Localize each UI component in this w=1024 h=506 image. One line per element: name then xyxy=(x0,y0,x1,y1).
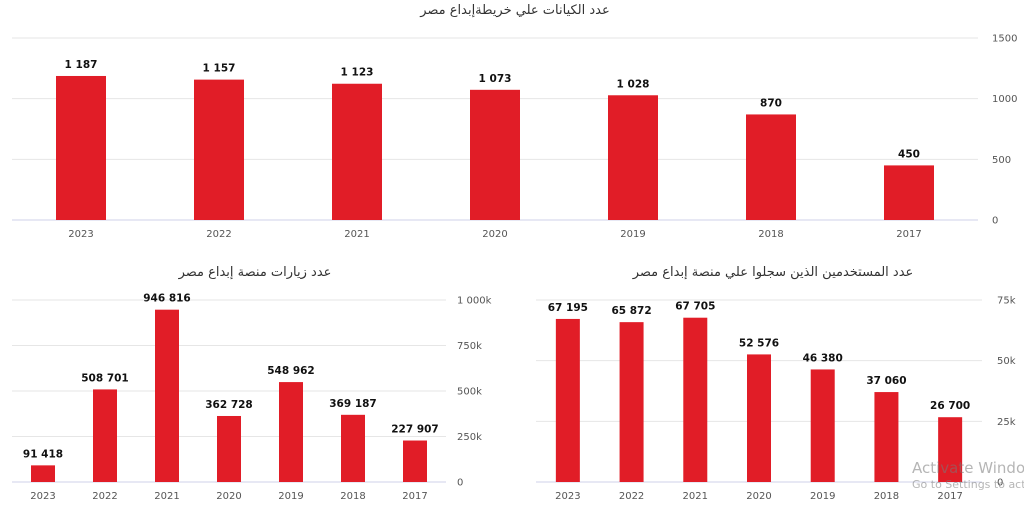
x-tick-label: 2018 xyxy=(874,491,899,502)
bar[interactable] xyxy=(194,79,244,220)
data-label: 1 073 xyxy=(479,73,512,85)
y-tick-label: 1500 xyxy=(992,34,1017,45)
x-tick-label: 2021 xyxy=(683,491,708,502)
y-tick-label: 0 xyxy=(997,478,1003,489)
bar[interactable] xyxy=(31,465,55,482)
data-label: 26 700 xyxy=(930,400,970,412)
data-label: 369 187 xyxy=(329,398,377,410)
x-tick-label: 2023 xyxy=(555,491,580,502)
x-tick-label: 2023 xyxy=(30,491,55,502)
data-label: 65 872 xyxy=(611,305,651,317)
x-tick-label: 2022 xyxy=(619,491,644,502)
chart-title: عدد الكيانات علي خريطةإبداع مصر xyxy=(419,3,610,18)
bar[interactable] xyxy=(938,417,963,482)
x-tick-label: 2018 xyxy=(340,491,365,502)
data-label: 1 157 xyxy=(203,63,236,75)
x-tick-label: 2022 xyxy=(206,229,231,240)
bar[interactable] xyxy=(683,317,708,482)
bar[interactable] xyxy=(332,83,382,220)
data-label: 67 705 xyxy=(675,301,715,313)
y-tick-label: 25k xyxy=(997,417,1016,428)
x-tick-label: 2020 xyxy=(216,491,241,502)
watermark-title: Activate Windows xyxy=(912,459,1024,477)
bar[interactable] xyxy=(279,382,303,482)
bar[interactable] xyxy=(341,414,365,482)
data-label: 1 187 xyxy=(65,59,98,71)
y-tick-label: 0 xyxy=(457,478,463,489)
x-tick-label: 2020 xyxy=(482,229,507,240)
bar[interactable] xyxy=(93,389,117,482)
data-label: 227 907 xyxy=(391,424,439,436)
x-tick-label: 2019 xyxy=(278,491,303,502)
entities-map-chart: عدد الكيانات علي خريطةإبداع مصر 0 500 1000 1… xyxy=(12,3,1017,240)
bar[interactable] xyxy=(555,318,580,482)
x-tick-label: 2017 xyxy=(402,491,427,502)
y-tick-label: 50k xyxy=(997,356,1016,367)
bar[interactable] xyxy=(470,89,520,221)
data-label: 91 418 xyxy=(23,448,63,460)
bar[interactable] xyxy=(747,354,771,482)
x-tick-label: 2017 xyxy=(937,491,962,502)
chart-title: عدد المستخدمين الذين سجلوا علي منصة إبدا… xyxy=(632,265,914,280)
y-tick-label: 500 xyxy=(992,155,1011,166)
bar[interactable] xyxy=(810,369,835,482)
bar[interactable] xyxy=(884,165,934,220)
y-tick-label: 1 000k xyxy=(457,296,492,307)
data-label: 548 962 xyxy=(267,365,315,377)
data-label: 67 195 xyxy=(548,302,588,314)
x-tick-label: 2017 xyxy=(896,229,921,240)
y-tick-label: 1000 xyxy=(992,94,1017,105)
data-label: 946 816 xyxy=(143,293,191,305)
bar[interactable] xyxy=(56,75,106,221)
bar[interactable] xyxy=(619,322,644,482)
data-label: 870 xyxy=(760,97,782,109)
y-tick-label: 0 xyxy=(992,216,998,227)
data-label: 1 028 xyxy=(617,78,650,90)
y-tick-label: 75k xyxy=(997,296,1016,307)
platform-visits-chart: عدد زيارات منصة إبداع مصر 0 250k 500k 750k 1 … xyxy=(12,265,492,502)
y-tick-label: 250k xyxy=(457,432,482,443)
x-tick-label: 2019 xyxy=(620,229,645,240)
data-label: 450 xyxy=(898,148,920,160)
data-label: 1 123 xyxy=(341,67,374,79)
y-tick-label: 500k xyxy=(457,387,482,398)
bar[interactable] xyxy=(403,440,427,482)
data-label: 46 380 xyxy=(803,352,843,364)
bar[interactable] xyxy=(155,309,179,482)
bar[interactable] xyxy=(746,114,796,220)
data-label: 508 701 xyxy=(81,372,129,384)
x-tick-label: 2018 xyxy=(758,229,783,240)
x-tick-label: 2023 xyxy=(68,229,93,240)
chart-title: عدد زيارات منصة إبداع مصر xyxy=(178,265,332,280)
x-tick-label: 2021 xyxy=(154,491,179,502)
bar[interactable] xyxy=(608,95,658,220)
x-tick-label: 2022 xyxy=(92,491,117,502)
activate-windows-watermark: Activate Windows Go to Settings to activ… xyxy=(912,458,1024,492)
data-label: 362 728 xyxy=(205,399,253,411)
bar[interactable] xyxy=(874,392,899,482)
bar[interactable] xyxy=(217,415,241,482)
x-tick-label: 2021 xyxy=(344,229,369,240)
data-label: 52 576 xyxy=(739,337,779,349)
y-tick-label: 750k xyxy=(457,341,482,352)
data-label: 37 060 xyxy=(866,375,906,387)
watermark-subtitle: Go to Settings to activate Windows. xyxy=(912,478,1024,491)
registered-users-chart: عدد المستخدمين الذين سجلوا علي منصة إبدا… xyxy=(536,265,1016,502)
x-tick-label: 2019 xyxy=(810,491,835,502)
x-tick-label: 2020 xyxy=(746,491,771,502)
